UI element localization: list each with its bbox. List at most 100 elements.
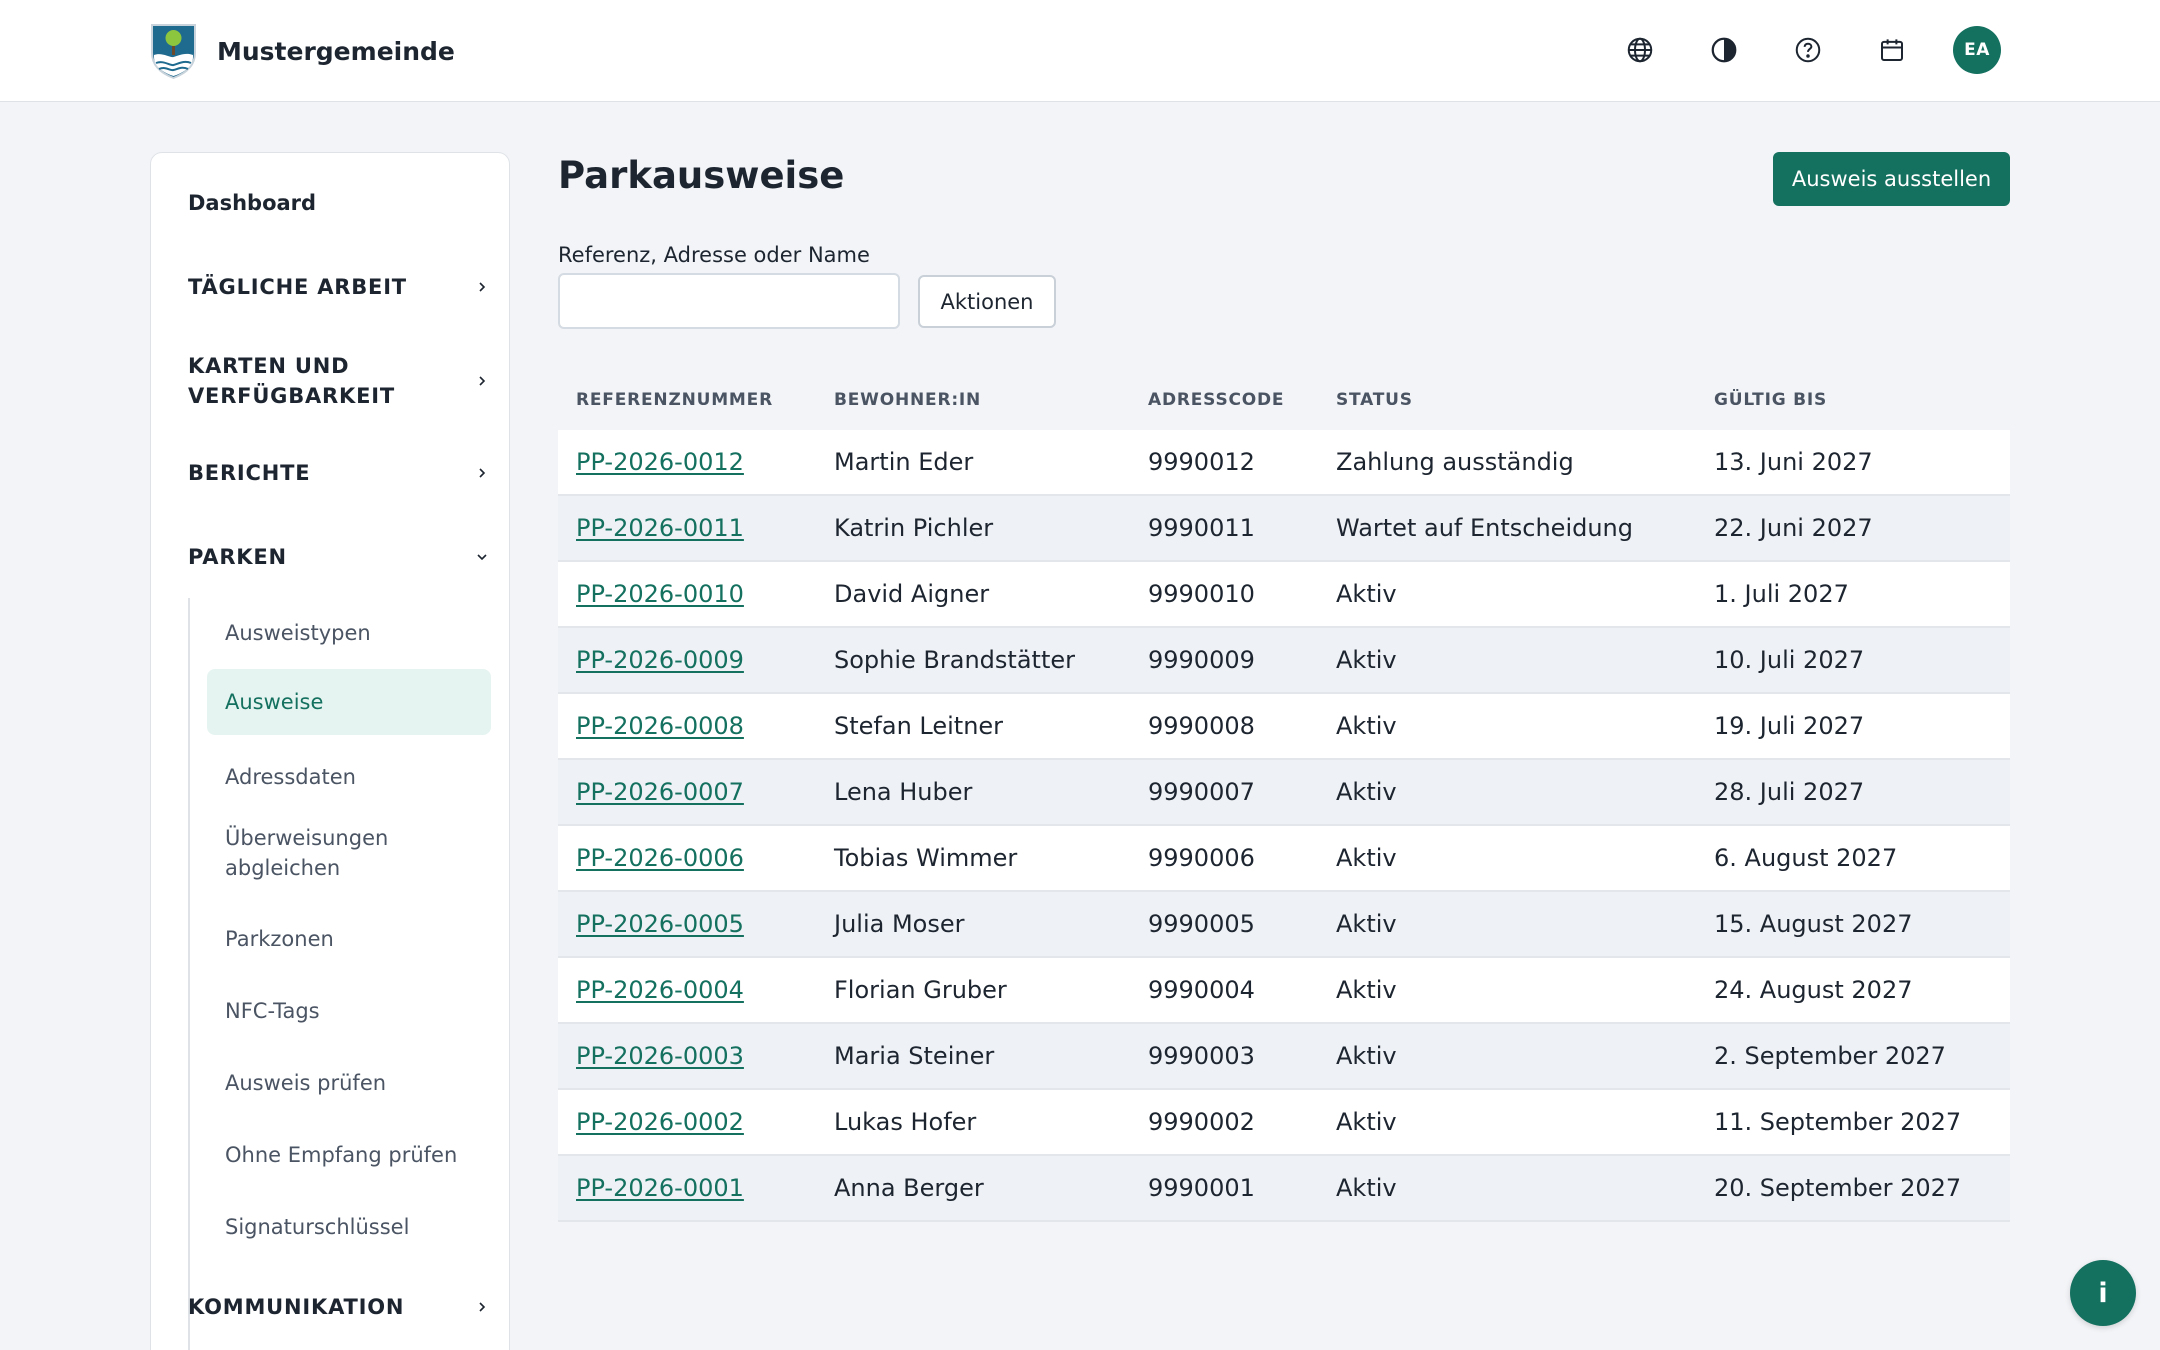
table-row: PP-2026-0005 Julia Moser 9990005 Aktiv 15. A…	[558, 892, 2010, 958]
valid-until: 2. September 2027	[1714, 1042, 1946, 1070]
table-row: PP-2026-0003 Maria Steiner 9990003 Aktiv 2. …	[558, 1024, 2010, 1090]
valid-until: 10. Juli 2027	[1714, 646, 1865, 674]
table-cell-address-code: 9990012	[1148, 430, 1255, 494]
column-header-valid-until[interactable]: GÜLTIG BIS	[1714, 390, 1828, 410]
column-header-status[interactable]: STATUS	[1336, 390, 1413, 410]
reference-link[interactable]: PP-2026-0001	[576, 1174, 744, 1202]
reference-link[interactable]: PP-2026-0004	[576, 976, 744, 1004]
submenu-guide-line	[188, 598, 190, 1350]
contrast-button[interactable]	[1700, 26, 1748, 74]
table-cell-reference-link: PP-2026-0007	[576, 760, 744, 824]
nav-section-reports[interactable]: BERICHTE	[188, 453, 488, 493]
table-cell-resident-name: David Aigner	[834, 562, 989, 626]
pass-status: Aktiv	[1336, 976, 1397, 1004]
sidebar-item-nfc-tags[interactable]: NFC-Tags	[225, 999, 320, 1023]
nav-section-daily-work[interactable]: TÄGLICHE ARBEIT	[188, 267, 488, 307]
resident-name: Katrin Pichler	[834, 514, 994, 542]
table-cell-valid-until: 20. September 2027	[1714, 1156, 1961, 1220]
reference-link[interactable]: PP-2026-0007	[576, 778, 744, 806]
pass-status: Aktiv	[1336, 580, 1397, 608]
sidebar-item-pass-types[interactable]: Ausweistypen	[225, 621, 371, 645]
pass-status: Aktiv	[1336, 910, 1397, 938]
address-code: 9990011	[1148, 514, 1255, 542]
user-avatar[interactable]: EA	[1953, 26, 2001, 74]
table-cell-resident-name: Lukas Hofer	[834, 1090, 976, 1154]
reference-link[interactable]: PP-2026-0011	[576, 514, 744, 542]
nav-section-maps[interactable]: KARTEN UND VERFÜGBARKEIT	[188, 349, 488, 413]
table-cell-resident-name: Tobias Wimmer	[834, 826, 1017, 890]
table-cell-resident-name: Martin Eder	[834, 430, 973, 494]
table-cell-pass-status: Aktiv	[1336, 694, 1397, 758]
column-header-resident[interactable]: BEWOHNER:IN	[834, 390, 982, 410]
reference-link[interactable]: PP-2026-0012	[576, 448, 744, 476]
valid-until: 15. August 2027	[1714, 910, 1913, 938]
reference-link[interactable]: PP-2026-0005	[576, 910, 744, 938]
language-button[interactable]	[1616, 26, 1664, 74]
nav-dashboard[interactable]: Dashboard	[188, 191, 317, 215]
table-cell-address-code: 9990007	[1148, 760, 1255, 824]
calendar-button[interactable]	[1868, 26, 1916, 74]
table-cell-valid-until: 19. Juli 2027	[1714, 694, 1864, 758]
address-code: 9990002	[1148, 1108, 1255, 1136]
table-cell-address-code: 9990008	[1148, 694, 1255, 758]
table-row: PP-2026-0008 Stefan Leitner 9990008 Aktiv 19…	[558, 694, 2010, 760]
top-header: Mustergemeinde	[0, 0, 2160, 102]
nav-section-label: TÄGLICHE ARBEIT	[188, 275, 407, 299]
table-cell-reference-link: PP-2026-0012	[576, 430, 744, 494]
sidebar-item-signing-keys[interactable]: Signaturschlüssel	[225, 1215, 410, 1239]
resident-name: Maria Steiner	[834, 1042, 995, 1070]
table-cell-resident-name: Maria Steiner	[834, 1024, 994, 1088]
table-cell-resident-name: Florian Gruber	[834, 958, 1007, 1022]
table-cell-reference-link: PP-2026-0001	[576, 1156, 744, 1220]
sidebar-item-passes[interactable]: Ausweise	[207, 669, 491, 735]
help-button[interactable]	[1784, 26, 1832, 74]
pass-status: Zahlung ausständig	[1336, 448, 1574, 476]
column-header-reference[interactable]: REFERENZNUMMER	[576, 390, 773, 410]
address-code: 9990009	[1148, 646, 1255, 674]
reference-link[interactable]: PP-2026-0010	[576, 580, 744, 608]
table-cell-pass-status: Aktiv	[1336, 562, 1397, 626]
reference-link[interactable]: PP-2026-0009	[576, 646, 744, 674]
table-cell-address-code: 9990001	[1148, 1156, 1255, 1220]
table-cell-valid-until: 28. Juli 2027	[1714, 760, 1864, 824]
table-cell-pass-status: Aktiv	[1336, 826, 1397, 890]
valid-until: 1. Juli 2027	[1714, 580, 1849, 608]
table-cell-valid-until: 6. August 2027	[1714, 826, 1897, 890]
table-cell-reference-link: PP-2026-0002	[576, 1090, 744, 1154]
table-cell-pass-status: Zahlung ausständig	[1336, 430, 1574, 494]
nav-section-label: BERICHTE	[188, 461, 311, 485]
sidebar-navigation: Dashboard TÄGLICHE ARBEIT KARTEN UND VER…	[150, 152, 510, 1350]
resident-name: Lukas Hofer	[834, 1108, 977, 1136]
sidebar-item-offline-check[interactable]: Ohne Empfang prüfen	[225, 1143, 458, 1167]
actions-button[interactable]: Aktionen	[918, 275, 1056, 328]
reference-link[interactable]: PP-2026-0008	[576, 712, 744, 740]
nav-section-label: KOMMUNIKATION	[188, 1295, 405, 1319]
sidebar-item-parking-zones[interactable]: Parkzonen	[225, 927, 334, 951]
column-header-address-code[interactable]: ADRESSCODE	[1148, 390, 1285, 410]
valid-until: 22. Juni 2027	[1714, 514, 1873, 542]
municipality-crest-icon	[151, 24, 196, 79]
pass-status: Aktiv	[1336, 778, 1397, 806]
reference-link[interactable]: PP-2026-0003	[576, 1042, 744, 1070]
resident-name: Tobias Wimmer	[834, 844, 1018, 872]
table-cell-address-code: 9990005	[1148, 892, 1255, 956]
table-cell-address-code: 9990010	[1148, 562, 1255, 626]
calendar-icon	[1881, 39, 1903, 61]
sidebar-item-check-pass[interactable]: Ausweis prüfen	[225, 1071, 387, 1095]
resident-name: David Aigner	[834, 580, 990, 608]
sidebar-item-address-data[interactable]: Adressdaten	[225, 765, 356, 789]
nav-section-parking[interactable]: PARKEN	[188, 537, 488, 577]
address-code: 9990012	[1148, 448, 1255, 476]
reference-link[interactable]: PP-2026-0002	[576, 1108, 744, 1136]
issue-pass-button[interactable]: Ausweis ausstellen	[1773, 152, 2010, 206]
search-input[interactable]	[558, 273, 900, 329]
address-code: 9990006	[1148, 844, 1255, 872]
reference-link[interactable]: PP-2026-0006	[576, 844, 744, 872]
globe-icon	[1627, 37, 1653, 63]
nav-section-communication[interactable]: KOMMUNIKATION	[188, 1287, 488, 1327]
address-code: 9990001	[1148, 1174, 1255, 1202]
sidebar-item-reconcile-transfers[interactable]: Überweisungen abgleichen	[225, 826, 389, 880]
brand[interactable]: Mustergemeinde	[150, 23, 455, 79]
resident-name: Sophie Brandstätter	[834, 646, 1075, 674]
info-button[interactable]: i	[2070, 1260, 2136, 1326]
